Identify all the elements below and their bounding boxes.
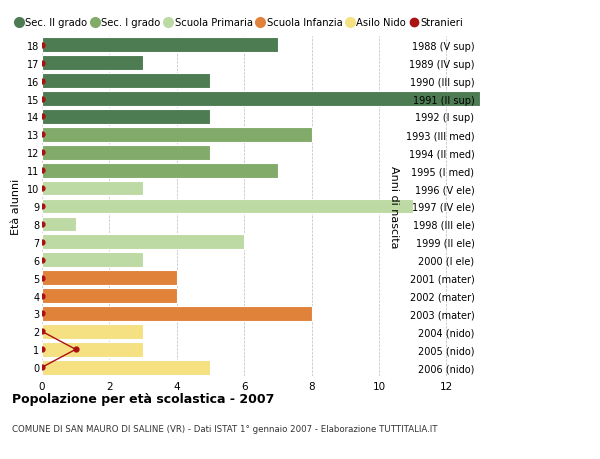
Text: COMUNE DI SAN MAURO DI SALINE (VR) - Dati ISTAT 1° gennaio 2007 - Elaborazione T: COMUNE DI SAN MAURO DI SALINE (VR) - Dat… (12, 425, 437, 434)
Bar (42, 253, 143, 268)
Bar (42, 199, 413, 214)
Y-axis label: Età alunni: Età alunni (11, 179, 21, 235)
Text: Popolazione per età scolastica - 2007: Popolazione per età scolastica - 2007 (12, 392, 274, 405)
Bar (42, 146, 211, 160)
Bar (42, 128, 311, 142)
Bar (42, 181, 143, 196)
Legend: Sec. II grado, Sec. I grado, Scuola Primaria, Scuola Infanzia, Asilo Nido, Stran: Sec. II grado, Sec. I grado, Scuola Prim… (16, 18, 463, 28)
Bar (42, 110, 211, 124)
Bar (42, 271, 177, 285)
Bar (42, 39, 278, 53)
Bar (42, 217, 76, 232)
Bar (42, 307, 311, 321)
Bar (42, 163, 278, 178)
Bar (42, 56, 143, 71)
Bar (42, 342, 143, 357)
Bar (42, 92, 480, 106)
Y-axis label: Anni di nascita: Anni di nascita (389, 165, 399, 248)
Bar (42, 235, 244, 250)
Bar (42, 74, 211, 89)
Bar (42, 360, 211, 375)
Bar (42, 325, 143, 339)
Bar (42, 289, 177, 303)
